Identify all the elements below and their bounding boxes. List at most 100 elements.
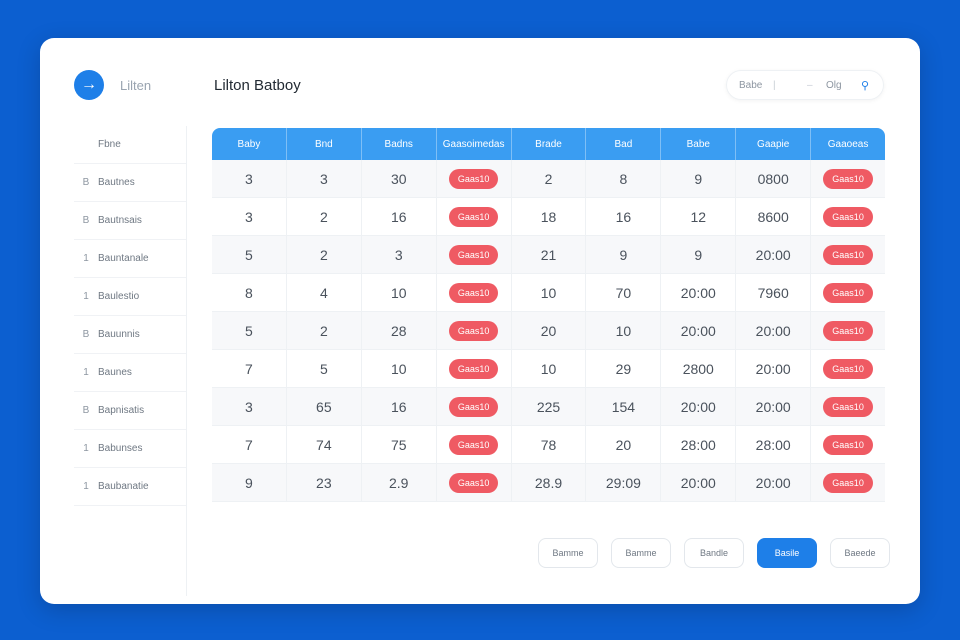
- table-cell: 20:00: [661, 312, 737, 349]
- status-badge[interactable]: Gaas10: [823, 320, 873, 341]
- arrow-right-icon[interactable]: →: [74, 70, 104, 100]
- table-cell: 154: [586, 388, 662, 425]
- sidebar-item[interactable]: 1 Babunses: [74, 430, 186, 468]
- table-cell: 0800: [736, 160, 812, 197]
- sidebar-item-glyph: 1: [83, 291, 89, 302]
- status-badge[interactable]: Gaas10: [823, 244, 873, 265]
- table-cell: 12: [661, 198, 737, 235]
- main-card: → Lilten Lilton Batboy Babe | – Olg ⚲ Fb…: [40, 38, 920, 604]
- table-cell: 30: [362, 160, 437, 197]
- status-badge[interactable]: Gaas10: [448, 244, 499, 265]
- table-cell: 20:00: [736, 236, 812, 273]
- sidebar-item[interactable]: 1 Baunes: [74, 354, 186, 392]
- table-cell: 20:00: [736, 388, 812, 425]
- table-cell: 3: [212, 388, 287, 425]
- column-header[interactable]: Brade: [512, 128, 587, 160]
- table-cell: 20:00: [661, 464, 737, 501]
- status-badge[interactable]: Gaas10: [823, 434, 873, 455]
- table-cell: 7: [212, 426, 287, 463]
- table-cell: 65: [287, 388, 362, 425]
- column-header[interactable]: Bnd: [287, 128, 362, 160]
- footer-button[interactable]: Bandle: [684, 538, 744, 568]
- status-badge[interactable]: Gaas10: [823, 206, 873, 227]
- table-row: 5 2 3 Gaas10 21 9 9 20:00 Gaas10: [212, 236, 885, 274]
- sidebar-item-label: Baubanatie: [98, 481, 149, 492]
- column-header[interactable]: Baby: [212, 128, 287, 160]
- sidebar-item[interactable]: B Bapnisatis: [74, 392, 186, 430]
- table-cell: Gaas10: [437, 160, 512, 197]
- table-cell: 8: [212, 274, 287, 311]
- table-cell: 8: [586, 160, 662, 197]
- footer-button[interactable]: Baeede: [830, 538, 890, 568]
- top-controls[interactable]: Babe | – Olg ⚲: [726, 70, 884, 100]
- sidebar-item[interactable]: 1 Baulestio: [74, 278, 186, 316]
- column-header[interactable]: Babe: [661, 128, 737, 160]
- status-badge[interactable]: Gaas10: [823, 168, 873, 189]
- table-cell: 29: [586, 350, 662, 387]
- table-cell: 10: [512, 274, 587, 311]
- sidebar-item[interactable]: B Bautnes: [74, 164, 186, 202]
- status-badge[interactable]: Gaas10: [448, 320, 499, 341]
- table-cell: 20: [512, 312, 587, 349]
- column-header[interactable]: Gaasoimedas: [437, 128, 512, 160]
- table-cell: Gaas10: [811, 236, 885, 273]
- table-cell: 3: [362, 236, 437, 273]
- status-badge[interactable]: Gaas10: [823, 358, 873, 379]
- sidebar-item[interactable]: 1 Baubanatie: [74, 468, 186, 506]
- status-badge[interactable]: Gaas10: [823, 472, 873, 493]
- footer-button[interactable]: Bamme: [611, 538, 671, 568]
- table-cell: Gaas10: [437, 312, 512, 349]
- table-cell: 75: [362, 426, 437, 463]
- table-cell: 23: [287, 464, 362, 501]
- table-cell: 18: [512, 198, 587, 235]
- table-cell: 28: [362, 312, 437, 349]
- table-cell: 5: [287, 350, 362, 387]
- table-cell: 29:09: [586, 464, 662, 501]
- table-cell: Gaas10: [811, 198, 885, 235]
- table-cell: 10: [512, 350, 587, 387]
- sidebar-item-label: Bauunnis: [98, 329, 140, 340]
- table-cell: 9: [212, 464, 287, 501]
- sidebar: Fbne B Bautnes B Bautnsais 1 Bauntanale 1 Baules…: [74, 126, 186, 506]
- sidebar-item[interactable]: Fbne: [74, 126, 186, 164]
- control-right-label[interactable]: Olg: [826, 79, 842, 91]
- status-badge[interactable]: Gaas10: [823, 396, 873, 417]
- sidebar-item[interactable]: 1 Bauntanale: [74, 240, 186, 278]
- table-row: 3 3 30 Gaas10 2 8 9 0800 Gaas10: [212, 160, 885, 198]
- table-cell: Gaas10: [437, 426, 512, 463]
- sidebar-divider: [186, 126, 187, 596]
- column-header[interactable]: Badns: [362, 128, 437, 160]
- status-badge[interactable]: Gaas10: [448, 396, 499, 417]
- sidebar-item[interactable]: B Bautnsais: [74, 202, 186, 240]
- status-badge[interactable]: Gaas10: [448, 472, 499, 493]
- status-badge[interactable]: Gaas10: [448, 168, 499, 189]
- status-badge[interactable]: Gaas10: [448, 358, 499, 379]
- page-title: Lilton Batboy: [214, 77, 301, 94]
- status-badge[interactable]: Gaas10: [448, 282, 499, 303]
- search-icon[interactable]: ⚲: [861, 79, 870, 92]
- control-left-label[interactable]: Babe: [739, 79, 763, 91]
- table-cell: 10: [586, 312, 662, 349]
- footer-button[interactable]: Bamme: [538, 538, 598, 568]
- column-header[interactable]: Gaapie: [736, 128, 812, 160]
- column-header[interactable]: Bad: [586, 128, 662, 160]
- column-header[interactable]: Gaaoeas: [827, 138, 869, 150]
- table-cell: Gaas10: [437, 274, 512, 311]
- table-cell: 20:00: [736, 464, 812, 501]
- table-cell: 9: [661, 160, 737, 197]
- sidebar-item-label: Baulestio: [98, 291, 140, 302]
- primary-button[interactable]: Basile: [757, 538, 817, 568]
- table-cell: 78: [512, 426, 587, 463]
- status-badge[interactable]: Gaas10: [823, 282, 873, 303]
- status-badge[interactable]: Gaas10: [448, 206, 499, 227]
- table-cell: Gaas10: [437, 350, 512, 387]
- table-cell: Gaas10: [811, 464, 885, 501]
- table-cell: 4: [287, 274, 362, 311]
- table-cell: Gaas10: [811, 274, 885, 311]
- table-cell: 3: [212, 198, 287, 235]
- table-cell: Gaas10: [437, 388, 512, 425]
- status-badge[interactable]: Gaas10: [448, 434, 499, 455]
- data-table: Baby Bnd Badns Gaasoimedas Brade Bad Babe Gaapi…: [212, 128, 885, 502]
- table-cell: 20:00: [661, 388, 737, 425]
- sidebar-item[interactable]: B Bauunnis: [74, 316, 186, 354]
